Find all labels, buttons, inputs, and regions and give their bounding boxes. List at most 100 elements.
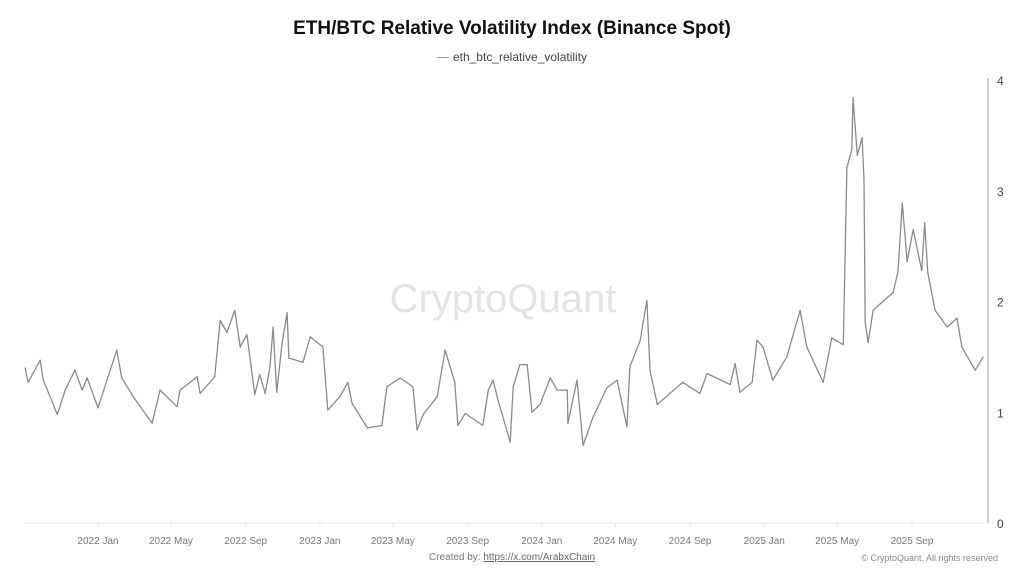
x-tick-label: 2022 May bbox=[149, 536, 193, 547]
data-point bbox=[921, 269, 923, 272]
data-point bbox=[159, 389, 161, 391]
data-point bbox=[734, 362, 736, 365]
data-point bbox=[927, 272, 929, 274]
data-point bbox=[772, 379, 774, 381]
data-point bbox=[556, 389, 558, 391]
data-point bbox=[234, 309, 236, 311]
x-tick-label: 2023 Jan bbox=[299, 536, 340, 547]
data-point bbox=[416, 429, 418, 431]
data-point bbox=[81, 389, 83, 391]
data-point bbox=[42, 379, 44, 381]
data-point bbox=[121, 377, 123, 379]
data-point bbox=[39, 359, 41, 361]
data-point bbox=[269, 366, 271, 368]
x-tick-label: 2023 Sep bbox=[446, 536, 489, 547]
data-point bbox=[309, 336, 311, 338]
data-point bbox=[281, 341, 283, 344]
data-point bbox=[639, 339, 641, 341]
data-point bbox=[582, 444, 584, 447]
data-point bbox=[629, 366, 631, 368]
data-point bbox=[861, 137, 863, 139]
data-point bbox=[864, 321, 866, 324]
data-point bbox=[492, 379, 494, 381]
data-point bbox=[457, 424, 459, 427]
x-tick-label: 2022 Jan bbox=[77, 536, 118, 547]
x-tick-label: 2025 Sep bbox=[891, 536, 934, 547]
data-point bbox=[872, 309, 874, 311]
data-point bbox=[254, 393, 256, 396]
data-point bbox=[669, 392, 671, 394]
data-point bbox=[86, 377, 88, 379]
data-point bbox=[842, 344, 844, 346]
y-tick-label: 1 bbox=[997, 406, 1004, 420]
data-point bbox=[901, 202, 903, 204]
data-point bbox=[974, 369, 976, 371]
data-point bbox=[576, 379, 578, 381]
data-point bbox=[699, 392, 701, 394]
data-point bbox=[852, 97, 854, 99]
legend[interactable]: eth_btc_relative_volatility bbox=[0, 50, 1024, 64]
x-tick-label: 2024 Sep bbox=[669, 536, 712, 547]
data-point bbox=[386, 386, 388, 388]
data-point bbox=[856, 154, 858, 156]
data-point bbox=[831, 337, 833, 339]
data-point bbox=[646, 299, 648, 301]
x-tick-label: 2025 May bbox=[815, 536, 859, 547]
data-point bbox=[762, 346, 764, 348]
data-point bbox=[56, 413, 58, 416]
data-point bbox=[934, 309, 936, 311]
legend-label: eth_btc_relative_volatility bbox=[452, 50, 588, 64]
data-point bbox=[497, 399, 499, 401]
data-point bbox=[327, 409, 329, 411]
y-tick-label: 3 bbox=[997, 185, 1004, 199]
data-point bbox=[246, 334, 248, 336]
series-line-eth_btc_relative_volatility bbox=[24, 97, 984, 447]
chart-title: ETH/BTC Relative Volatility Index (Binan… bbox=[293, 18, 731, 39]
x-tick-label: 2024 May bbox=[593, 536, 637, 547]
data-point bbox=[132, 396, 134, 398]
footer-created-by: Created by: https://x.com/ArabxChain bbox=[0, 552, 1024, 563]
created-by-label: Created by: bbox=[428, 552, 481, 563]
x-tick-label: 2025 Jan bbox=[744, 536, 785, 547]
created-by-link[interactable]: https://x.com/ArabxChain bbox=[483, 552, 596, 563]
data-point bbox=[549, 377, 551, 379]
data-point bbox=[302, 361, 304, 363]
data-point bbox=[351, 402, 353, 404]
data-point bbox=[616, 379, 618, 381]
data-point bbox=[116, 349, 118, 351]
data-point bbox=[519, 364, 521, 366]
data-point bbox=[567, 422, 569, 424]
data-point bbox=[566, 389, 568, 391]
data-point bbox=[592, 417, 594, 419]
data-point bbox=[259, 374, 261, 376]
data-point bbox=[626, 426, 628, 428]
data-point bbox=[179, 389, 181, 391]
data-point bbox=[74, 369, 76, 371]
data-point bbox=[539, 403, 541, 406]
x-tick-label: 2023 May bbox=[371, 536, 415, 547]
data-point bbox=[339, 396, 341, 398]
data-point bbox=[739, 391, 741, 393]
data-point bbox=[487, 389, 489, 391]
data-point bbox=[322, 346, 324, 348]
data-point bbox=[399, 377, 401, 379]
data-point bbox=[226, 331, 228, 334]
data-point bbox=[239, 346, 241, 348]
data-point bbox=[436, 396, 438, 398]
data-point bbox=[956, 317, 958, 319]
data-point bbox=[272, 326, 274, 328]
data-point bbox=[264, 392, 266, 394]
data-point bbox=[982, 356, 984, 358]
data-point bbox=[444, 349, 446, 351]
data-point bbox=[682, 381, 684, 383]
data-point bbox=[786, 356, 788, 358]
y-tick-label: 4 bbox=[997, 74, 1004, 88]
data-point bbox=[846, 166, 848, 169]
data-point bbox=[882, 300, 884, 303]
y-tick-label: 2 bbox=[997, 296, 1004, 310]
data-point bbox=[199, 392, 201, 394]
data-point bbox=[24, 367, 26, 369]
data-point bbox=[606, 387, 608, 389]
data-point bbox=[906, 261, 908, 263]
